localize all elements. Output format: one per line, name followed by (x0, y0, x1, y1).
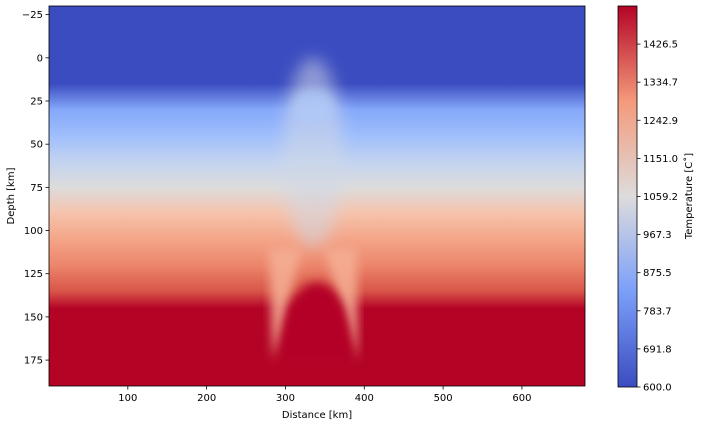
y-tick-label: 50 (30, 140, 43, 151)
plot-area (48, 5, 586, 387)
x-tick-label: 500 (434, 393, 453, 404)
colorbar-tick-label: 600.0 (643, 383, 672, 394)
colorbar-tick-label: 875.5 (643, 268, 672, 279)
colorbar-ticks: 600.0 691.8 783.7 875.5 967.3 1059.2 1151.0 124… (637, 40, 678, 394)
y-tick-label: 0 (37, 53, 43, 64)
colorbar-tick-label: 783.7 (643, 306, 672, 317)
y-tick-label: 100 (24, 226, 43, 237)
x-tick-label: 200 (197, 393, 216, 404)
upwelling-features (269, 57, 358, 361)
colorbar-tick-label: 1242.9 (643, 116, 678, 127)
colorbar-tick-label: 1334.7 (643, 78, 678, 89)
y-axis-ticks: −25 0 25 50 75 100 125 150 175 (22, 10, 49, 367)
y-tick-label: 125 (24, 269, 43, 280)
colorbar-tick-label: 967.3 (643, 230, 672, 241)
cool-plume-1 (269, 247, 302, 361)
x-tick-label: 100 (118, 393, 137, 404)
x-tick-label: 600 (512, 393, 531, 404)
hot-dome (281, 282, 353, 361)
colorbar: 600.0 691.8 783.7 875.5 967.3 1059.2 1151.0 124… (617, 5, 695, 394)
colorbar-tick-label: 1151.0 (643, 154, 678, 165)
y-axis-label: Depth [km] (6, 167, 17, 224)
plot-frame (48, 5, 586, 387)
x-tick-label: 300 (276, 393, 295, 404)
colorbar-tick-label: 1426.5 (643, 40, 678, 51)
x-tick-label: 400 (355, 393, 374, 404)
colorbar-tick-label: 691.8 (643, 344, 672, 355)
y-tick-label: 75 (30, 183, 43, 194)
upwelling-cap (292, 88, 334, 124)
x-axis-label: Distance [km] (282, 410, 352, 421)
y-tick-label: 175 (24, 356, 43, 367)
y-tick-label: −25 (22, 10, 43, 21)
colorbar-gradient (617, 5, 638, 388)
colorbar-tick-label: 1059.2 (643, 192, 678, 203)
y-tick-label: 25 (30, 97, 43, 108)
colorbar-label: Temperature [C˚] (683, 153, 695, 240)
y-tick-label: 150 (24, 312, 43, 323)
x-axis-ticks: 100 200 300 400 500 600 (118, 386, 531, 404)
upwelling-column (283, 57, 344, 248)
